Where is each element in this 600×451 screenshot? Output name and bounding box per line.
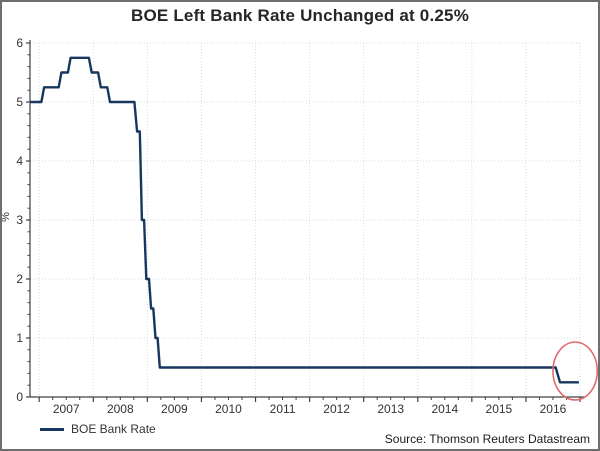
x-tick-label-2007: 2007 — [53, 402, 80, 416]
x-tick-label-2010: 2010 — [215, 402, 242, 416]
y-tick-label-4: 4 — [16, 154, 23, 168]
chart-title: BOE Left Bank Rate Unchanged at 0.25% — [130, 6, 470, 25]
y-tick-label-0: 0 — [16, 390, 23, 404]
x-tick-label-2016: 2016 — [540, 402, 567, 416]
legend-line-sample — [40, 427, 64, 431]
legend-label: BOE Bank Rate — [71, 422, 156, 436]
x-tick-label-2011: 2011 — [270, 402, 296, 416]
highlight-ellipse — [552, 341, 598, 401]
y-tick-label-5: 5 — [16, 95, 23, 109]
legend: BOE Bank Rate — [40, 422, 156, 436]
x-tick-label-2015: 2015 — [486, 402, 513, 416]
x-tick-label-2014: 2014 — [431, 402, 458, 416]
x-tick-label-2008: 2008 — [107, 402, 134, 416]
source-credit: Source: Thomson Reuters Datastream — [384, 432, 590, 446]
y-tick-label-6: 6 — [16, 36, 23, 50]
y-tick-label-1: 1 — [16, 331, 23, 345]
x-tick-label-2013: 2013 — [377, 402, 404, 416]
x-tick-label-2009: 2009 — [161, 402, 188, 416]
series-line-boe-bank-rate — [30, 56, 579, 384]
y-tick-label-2: 2 — [16, 272, 23, 286]
y-tick-label-3: 3 — [16, 213, 23, 227]
x-tick-label-2012: 2012 — [323, 402, 350, 416]
